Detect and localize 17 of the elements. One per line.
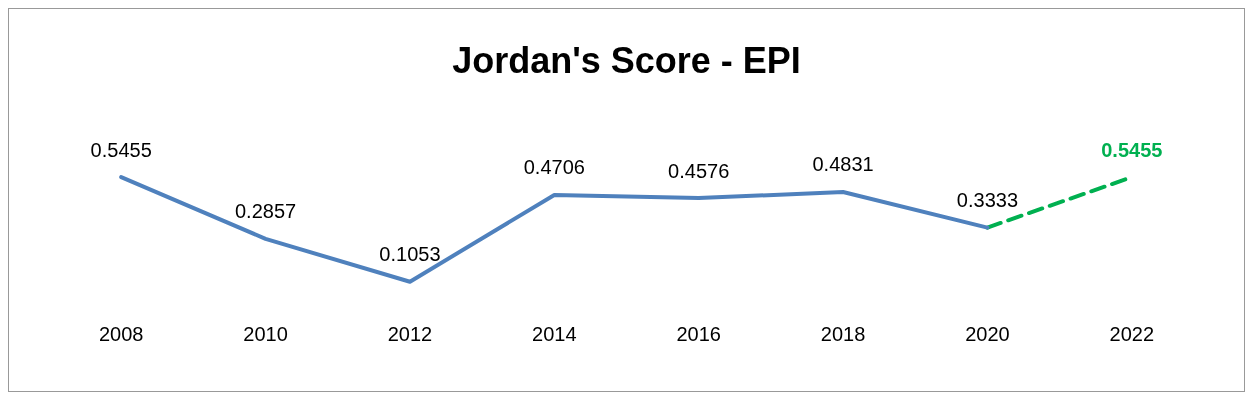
x-tick-label: 2008 [98, 322, 144, 345]
data-label: 0.2857 [234, 200, 297, 223]
x-tick-label: 2022 [1109, 322, 1155, 345]
data-label: 0.4576 [668, 159, 730, 182]
data-label: 0.3333 [956, 189, 1019, 212]
data-label: 0.4831 [812, 153, 874, 176]
x-tick-label: 2012 [387, 322, 433, 345]
x-tick-label: 2020 [965, 322, 1010, 345]
data-label: 0.5455 [90, 138, 152, 161]
data-label: 0.5455 [1101, 138, 1163, 161]
x-tick-label: 2016 [676, 322, 721, 345]
x-tick-label: 2018 [820, 322, 866, 345]
data-label: 0.4706 [523, 156, 585, 179]
x-tick-label: 2010 [243, 322, 288, 345]
data-label: 0.1053 [379, 243, 441, 266]
x-tick-label: 2014 [532, 322, 577, 345]
chart-title: Jordan's Score - EPI [452, 39, 801, 81]
